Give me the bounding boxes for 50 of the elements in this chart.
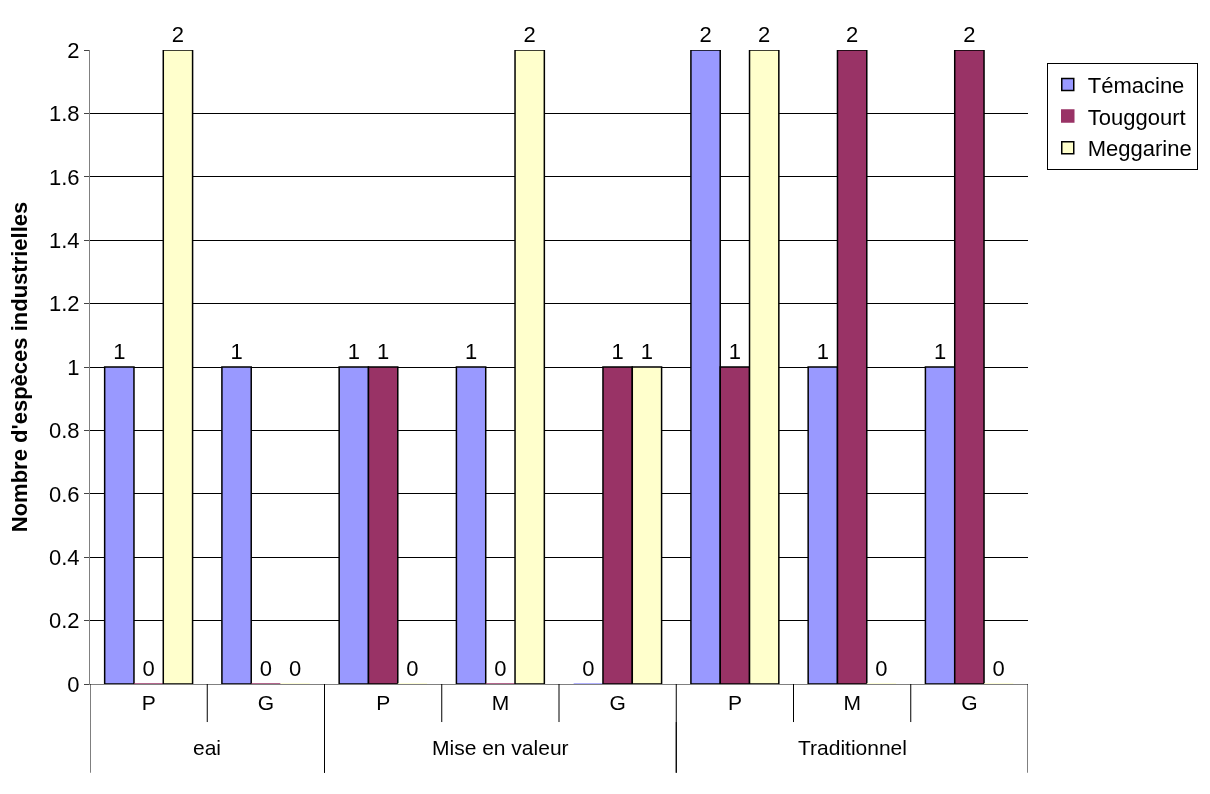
category-label: P: [727, 691, 742, 715]
data-label: 1: [611, 339, 624, 364]
data-label: 0: [406, 656, 419, 681]
y-tick-label: 2: [67, 37, 80, 63]
y-tick-label: 1.2: [49, 291, 80, 317]
legend-label: Témacine: [1087, 73, 1185, 99]
category-label: Mise en valeur: [432, 736, 569, 759]
data-label: 0: [582, 656, 595, 681]
y-tick-label: 1.6: [49, 164, 80, 190]
legend-label: Meggarine: [1087, 136, 1192, 162]
data-label: 1: [347, 339, 360, 364]
category-label: M: [843, 691, 861, 715]
category-label: G: [257, 691, 275, 715]
data-label: 1: [728, 339, 741, 364]
category-label: M: [491, 691, 510, 715]
data-label: 2: [846, 22, 859, 47]
legend-label: Touggourt: [1087, 104, 1186, 130]
data-label: 1: [816, 339, 829, 364]
data-label: 0: [259, 656, 272, 681]
data-label: 1: [230, 339, 243, 364]
data-label: 1: [113, 339, 126, 364]
data-label: 0: [875, 656, 888, 681]
y-tick-label: 1: [67, 354, 80, 380]
data-label: 1: [377, 339, 390, 364]
data-label: 2: [171, 22, 185, 47]
data-label: 0: [992, 656, 1005, 681]
category-label: eai: [193, 736, 222, 759]
y-tick-label: 0.6: [49, 481, 80, 507]
category-label: G: [609, 691, 626, 715]
y-tick-label: 0.2: [49, 608, 80, 634]
y-axis-title: Nombre d'espèces industrielles: [6, 201, 32, 533]
data-label: 2: [699, 22, 712, 47]
data-label: 2: [758, 22, 771, 47]
y-tick-label: 0.8: [49, 418, 80, 444]
category-label: P: [376, 691, 391, 715]
y-tick-label: 1.8: [49, 101, 80, 127]
data-label: 0: [289, 656, 302, 681]
data-label: 1: [640, 339, 654, 364]
category-label: P: [141, 691, 156, 715]
data-label: 1: [464, 339, 478, 364]
data-label: 0: [142, 656, 155, 681]
category-label: G: [961, 691, 978, 715]
y-tick-label: 0: [67, 671, 80, 697]
data-label: 2: [963, 22, 976, 47]
y-tick-label: 1.4: [49, 227, 80, 253]
data-label: 0: [494, 656, 507, 681]
category-label: Traditionnel: [798, 736, 907, 759]
data-label: 2: [523, 22, 536, 47]
data-label: 1: [933, 339, 947, 364]
y-tick-label: 0.4: [49, 544, 80, 570]
